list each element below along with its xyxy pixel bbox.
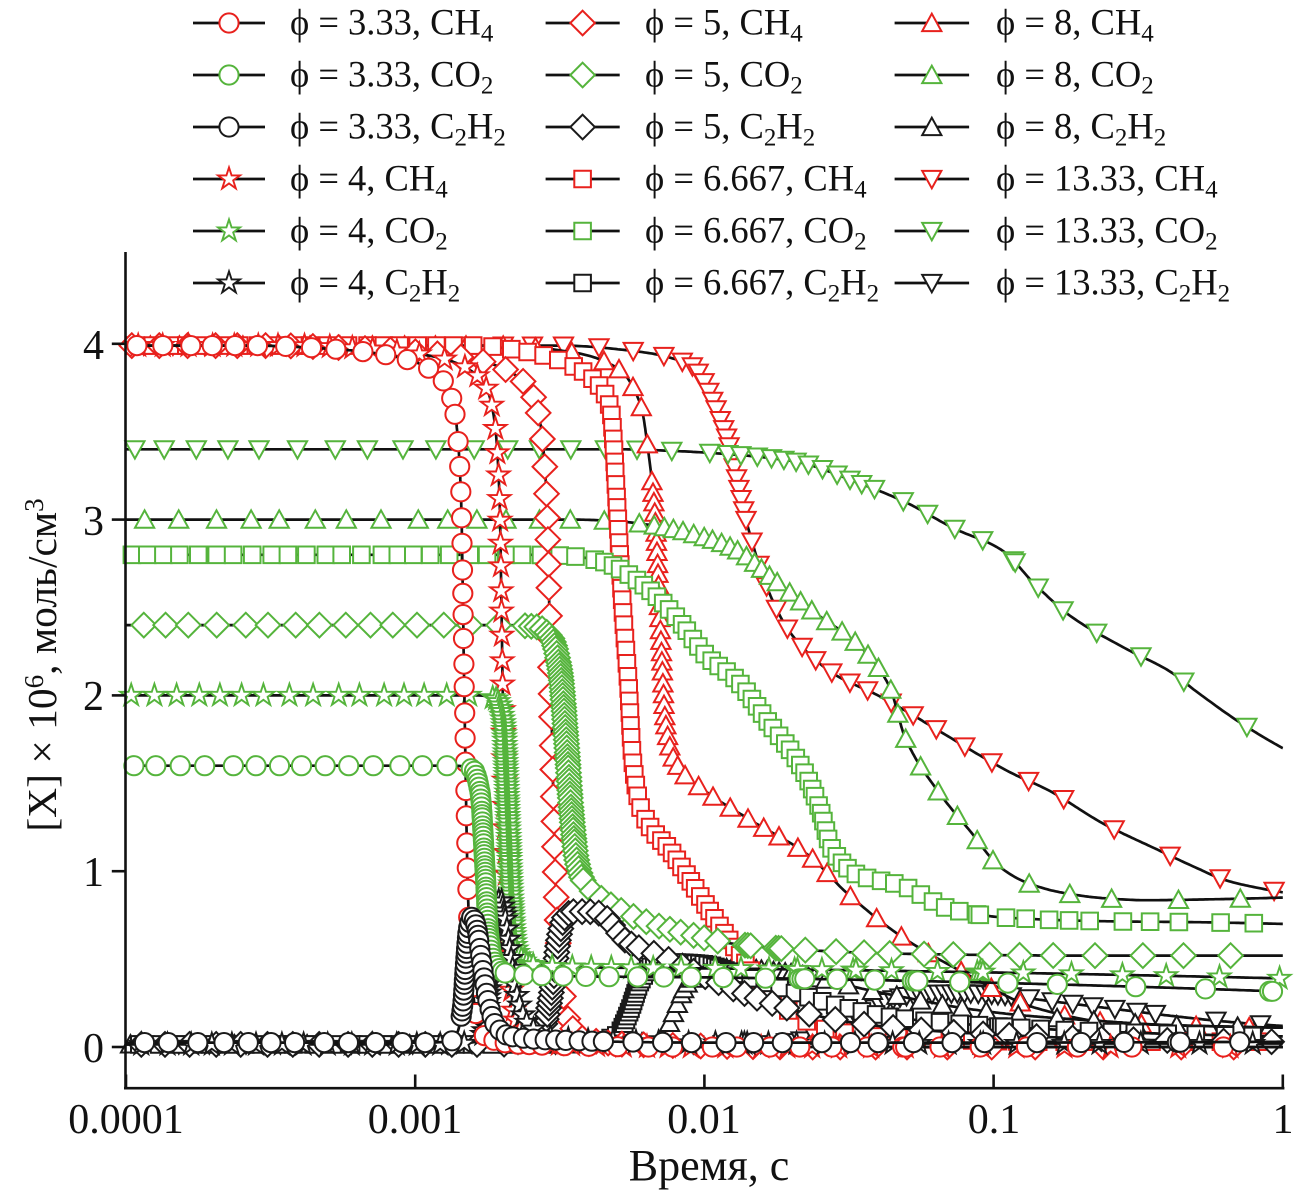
svg-text:0.01: 0.01 bbox=[667, 1097, 741, 1143]
svg-text:1: 1 bbox=[83, 850, 104, 896]
svg-text:ϕ = 6.667, CO2: ϕ = 6.667, CO2 bbox=[645, 210, 867, 256]
svg-text:2: 2 bbox=[83, 674, 104, 720]
svg-text:ϕ = 4, CO2: ϕ = 4, CO2 bbox=[290, 210, 448, 256]
svg-text:0.001: 0.001 bbox=[368, 1097, 463, 1143]
svg-text:ϕ = 8, CH4: ϕ = 8, CH4 bbox=[996, 2, 1154, 48]
svg-text:3: 3 bbox=[83, 499, 104, 545]
svg-text:ϕ = 4, C2H2: ϕ = 4, C2H2 bbox=[290, 262, 460, 308]
svg-text:ϕ = 6.667, CH4: ϕ = 6.667, CH4 bbox=[645, 158, 867, 204]
svg-text:ϕ = 4, CH4: ϕ = 4, CH4 bbox=[290, 158, 448, 204]
svg-text:0.1: 0.1 bbox=[968, 1097, 1021, 1143]
svg-text:ϕ = 6.667, C2H2: ϕ = 6.667, C2H2 bbox=[645, 262, 879, 308]
svg-text:ϕ = 3.33, CO2: ϕ = 3.33, CO2 bbox=[290, 54, 493, 100]
svg-text:ϕ = 5, CO2: ϕ = 5, CO2 bbox=[645, 54, 803, 100]
svg-text:4: 4 bbox=[83, 323, 104, 369]
svg-text:Время, с: Время, с bbox=[629, 1141, 790, 1190]
svg-text:ϕ = 3.33, C2H2: ϕ = 3.33, C2H2 bbox=[290, 106, 506, 152]
svg-text:ϕ = 8, CO2: ϕ = 8, CO2 bbox=[996, 54, 1154, 100]
svg-text:ϕ = 13.33, C2H2: ϕ = 13.33, C2H2 bbox=[996, 262, 1230, 308]
svg-text:0: 0 bbox=[83, 1026, 104, 1072]
svg-text:[X] × 106, моль/см3: [X] × 106, моль/см3 bbox=[19, 498, 65, 831]
svg-text:ϕ = 5, C2H2: ϕ = 5, C2H2 bbox=[645, 106, 815, 152]
svg-text:ϕ = 3.33, CH4: ϕ = 3.33, CH4 bbox=[290, 2, 494, 48]
svg-text:ϕ = 13.33, CH4: ϕ = 13.33, CH4 bbox=[996, 158, 1218, 204]
svg-text:ϕ = 13.33, CO2: ϕ = 13.33, CO2 bbox=[996, 210, 1218, 256]
svg-text:ϕ = 8, C2H2: ϕ = 8, C2H2 bbox=[996, 106, 1166, 152]
svg-text:ϕ = 5, CH4: ϕ = 5, CH4 bbox=[645, 2, 803, 48]
svg-text:0.0001: 0.0001 bbox=[68, 1097, 184, 1143]
svg-text:1: 1 bbox=[1273, 1097, 1294, 1143]
